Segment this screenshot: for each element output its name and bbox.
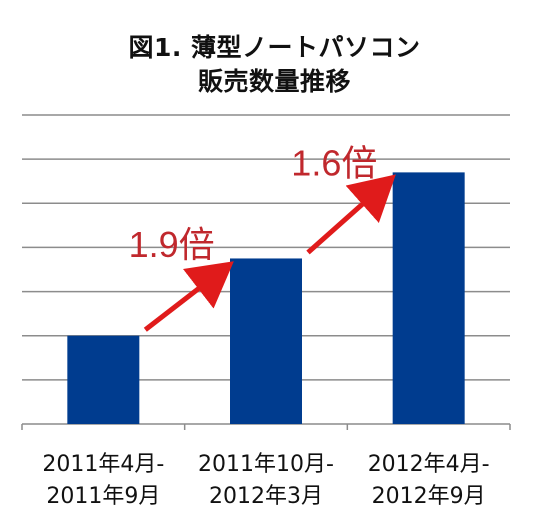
x-tick-label-1-line-2: 2011年9月 — [46, 484, 160, 509]
ratio-label-2: 1.6倍 — [291, 142, 377, 183]
bars — [67, 172, 465, 424]
chart-title-line-1: 図1. 薄型ノートパソコン — [128, 33, 421, 62]
x-tick-labels: 2011年4月- 2011年9月 2011年10月- 2012年3月 2012年4月- 2… — [42, 452, 489, 509]
arrow-2 — [306, 174, 396, 255]
x-axis — [21, 423, 511, 430]
x-tick-label-3-line-1: 2012年4月- — [368, 452, 490, 477]
arrow-1 — [143, 261, 234, 332]
x-tick-label-1-line-1: 2011年4月- — [42, 452, 164, 477]
ratio-label-1: 1.9倍 — [129, 224, 215, 265]
x-tick-label-2-line-2: 2012年3月 — [209, 484, 323, 509]
x-tick-label-3-line-2: 2012年9月 — [372, 484, 486, 509]
x-tick-label-2-line-1: 2011年10月- — [198, 452, 334, 477]
bar-1 — [67, 335, 140, 424]
bar-3 — [392, 172, 465, 424]
annotations: 1.9倍 1.6倍 — [129, 142, 396, 332]
chart-title-line-2: 販売数量推移 — [197, 67, 351, 96]
bar-2 — [230, 258, 302, 424]
